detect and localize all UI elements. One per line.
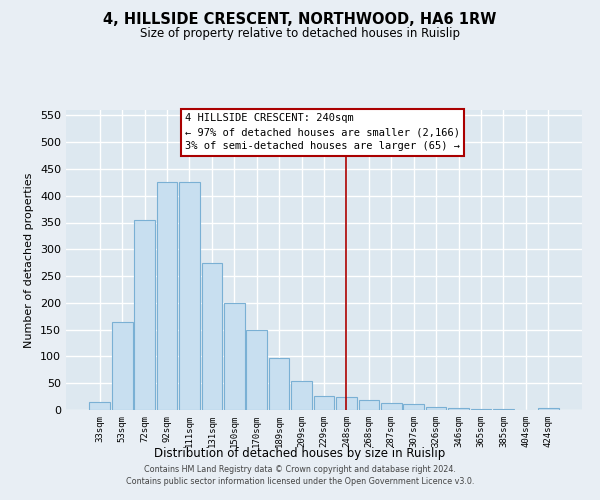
- Text: Contains HM Land Registry data © Crown copyright and database right 2024.
Contai: Contains HM Land Registry data © Crown c…: [126, 464, 474, 486]
- Bar: [359, 400, 379, 410]
- Y-axis label: Number of detached properties: Number of detached properties: [25, 172, 34, 348]
- Bar: [224, 303, 245, 410]
- Bar: [112, 322, 133, 410]
- Bar: [538, 408, 559, 410]
- Bar: [179, 182, 200, 410]
- Bar: [134, 220, 155, 410]
- Bar: [381, 403, 401, 410]
- Bar: [336, 396, 357, 410]
- Bar: [426, 408, 446, 410]
- Text: 4, HILLSIDE CRESCENT, NORTHWOOD, HA6 1RW: 4, HILLSIDE CRESCENT, NORTHWOOD, HA6 1RW: [103, 12, 497, 28]
- Bar: [291, 380, 312, 410]
- Bar: [448, 408, 469, 410]
- Bar: [314, 396, 334, 410]
- Text: Distribution of detached houses by size in Ruislip: Distribution of detached houses by size …: [154, 448, 446, 460]
- Text: 4 HILLSIDE CRESCENT: 240sqm
← 97% of detached houses are smaller (2,166)
3% of s: 4 HILLSIDE CRESCENT: 240sqm ← 97% of det…: [185, 112, 460, 152]
- Bar: [202, 262, 222, 410]
- Bar: [403, 404, 424, 410]
- Bar: [247, 330, 267, 410]
- Bar: [89, 402, 110, 410]
- Bar: [470, 409, 491, 410]
- Text: Size of property relative to detached houses in Ruislip: Size of property relative to detached ho…: [140, 28, 460, 40]
- Bar: [269, 358, 289, 410]
- Bar: [157, 182, 178, 410]
